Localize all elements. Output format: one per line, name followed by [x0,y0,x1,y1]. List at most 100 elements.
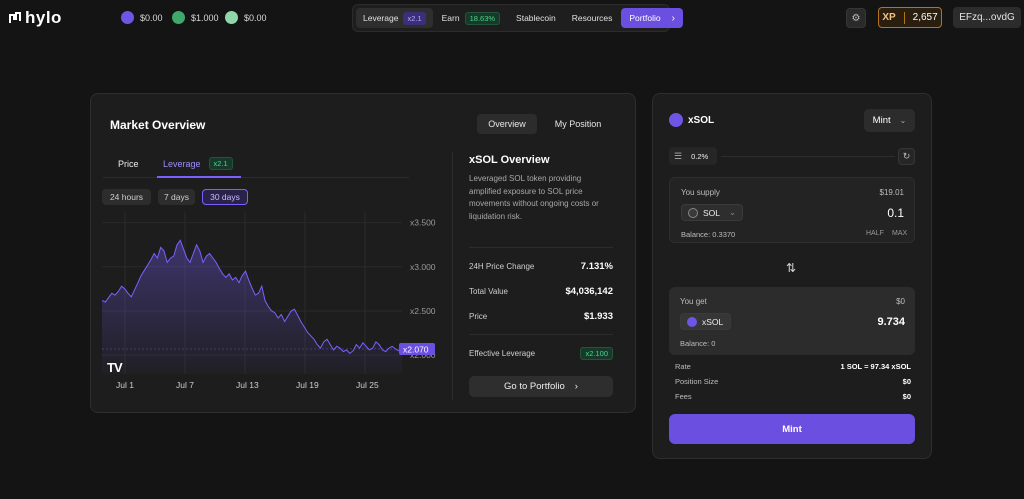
supply-token-name: SOL [703,207,721,218]
nav-resources-label: Resources [571,13,613,23]
chart-tabs: Price Leverage x2.1 [103,154,409,178]
position-label: Position Size [675,377,719,386]
xp-badge[interactable]: XP 2,657 [878,7,942,28]
supply-amount-input[interactable]: 0.1 [887,206,904,220]
xsol-token-icon [687,316,697,327]
current-value-label: x2.070 [403,344,429,354]
y-tick-label: x2.500 [410,306,436,316]
nav-leverage-label: Leverage [363,13,399,23]
stat-24h-change-value: 7.131% [580,261,613,272]
wallet-button[interactable]: EFzq...ovdG [953,7,1021,28]
x-tick-label: Jul 25 [356,380,379,390]
xp-divider [903,11,905,24]
x-tick-label: Jul 1 [116,380,134,390]
chevron-down-icon: ⌄ [728,207,736,217]
supply-label: You supply [681,188,720,197]
chart-tab-leverage-label: Leverage [163,159,201,169]
leverage-chart[interactable]: x3.500 x3.000 x2.500 x2.000 Jul 1 Jul 7 Jul 13… [102,212,447,412]
sliders-icon: ☰ [674,150,683,161]
supply-token-select[interactable]: SOL ⌄ [681,204,743,221]
receive-box: You get $0 xSOL 9.734 Balance: 0 [669,287,915,355]
shyusd-coin-icon [225,11,238,24]
slippage-setting[interactable]: ☰ 0.2% [669,147,717,165]
xsol-overview-description: Leveraged SOL token providing amplified … [469,174,599,221]
x-tick-label: Jul 7 [176,380,194,390]
nav-leverage-badge: x2.1 [403,11,426,25]
xsol-coin-icon [121,11,134,24]
xsol-token-icon [669,113,683,127]
time-range-selector: 24 hours 7 days 30 days [102,189,248,205]
max-button[interactable]: MAX [892,230,908,237]
nav-resources[interactable]: Resources [565,8,620,28]
stat-24h-change: 24H Price Change 7.131% [469,261,613,272]
balance-hyusd-value: $1.000 [191,12,219,23]
tab-my-position[interactable]: My Position [554,119,602,129]
nav-earn[interactable]: Earn 18.63% [435,8,507,28]
stats-divider-top [469,247,613,248]
refresh-button[interactable]: ↻ [898,148,915,165]
sol-token-icon [688,207,698,218]
y-tick-label: x3.000 [410,262,436,272]
panel-divider [452,152,453,400]
mode-select[interactable]: Mint ⌄ [864,109,915,132]
stat-total-value-value: $4,036,142 [565,286,613,297]
balance-xsol[interactable]: $0.00 [121,11,163,24]
leverage-area [102,240,402,374]
logo-text: hylo [25,8,62,27]
balance-shyusd-value: $0.00 [244,12,267,23]
half-button[interactable]: HALF [866,230,884,237]
market-overview-title: Market Overview [110,118,206,132]
stat-effective-leverage: Effective Leverage x2.100 [469,347,613,360]
stat-price: Price $1.933 [469,311,613,322]
leverage-line [102,239,403,355]
balance-shyusd[interactable]: $0.00 [225,11,267,24]
position-row: Position Size $0 [675,377,911,386]
stat-effective-leverage-label: Effective Leverage [469,349,536,358]
chart-tab-leverage-badge: x2.1 [208,157,233,170]
supply-usd: $19.01 [879,188,904,197]
range-30d[interactable]: 30 days [202,189,248,205]
stat-effective-leverage-value: x2.100 [580,347,613,360]
mint-button[interactable]: Mint [669,414,915,444]
refresh-icon: ↻ [902,151,911,161]
swap-direction-icon[interactable]: ⇅ [786,261,797,275]
y-tick-label: x2.000 [410,350,436,360]
nav-portfolio[interactable]: Portfolio › [621,8,683,28]
range-7d[interactable]: 7 days [158,189,195,205]
market-overview-card: Market Overview Overview My Position Pri… [90,93,636,413]
chevron-right-icon: › [574,381,578,392]
receive-label: You get [680,297,707,306]
stat-price-value: $1.933 [583,311,613,322]
supply-box: You supply $19.01 SOL ⌄ 0.1 Balance: 0.3… [669,177,915,243]
settings-button[interactable]: ⚙ [846,8,866,28]
stat-total-value-label: Total Value [469,287,508,296]
receive-amount: 9.734 [877,316,905,328]
nav-stablecoin[interactable]: Stablecoin [509,8,563,28]
chart-tab-price[interactable]: Price [118,159,139,169]
nav-leverage[interactable]: Leverage x2.1 [356,8,433,28]
stat-24h-change-label: 24H Price Change [469,262,535,271]
chart-tab-leverage[interactable]: Leverage x2.1 [157,154,241,178]
nav-earn-label: Earn [441,13,460,23]
mode-select-label: Mint [872,115,891,126]
go-to-portfolio-button[interactable]: Go to Portfolio › [469,376,613,397]
receive-token-name: xSOL [702,316,724,327]
stat-total-value: Total Value $4,036,142 [469,286,613,297]
chevron-down-icon: ⌄ [899,116,907,125]
gear-icon: ⚙ [851,12,861,24]
logo[interactable]: hylo [8,8,62,28]
balance-hyusd[interactable]: $1.000 [172,11,219,24]
xp-label: XP [882,12,896,23]
y-tick-label: x3.500 [410,218,436,228]
rate-row: Rate 1 SOL = 97.34 xSOL [675,362,911,371]
receive-token: xSOL [680,313,731,330]
go-to-portfolio-label: Go to Portfolio [504,381,565,392]
stat-price-label: Price [469,312,488,321]
stats-divider-bottom [469,334,613,335]
chevron-right-icon: › [671,12,675,24]
overview-tabs: Overview My Position [477,114,613,134]
balance-xsol-value: $0.00 [140,12,163,23]
tab-overview[interactable]: Overview [477,114,537,134]
range-24h[interactable]: 24 hours [102,189,151,205]
x-tick-label: Jul 13 [236,380,259,390]
